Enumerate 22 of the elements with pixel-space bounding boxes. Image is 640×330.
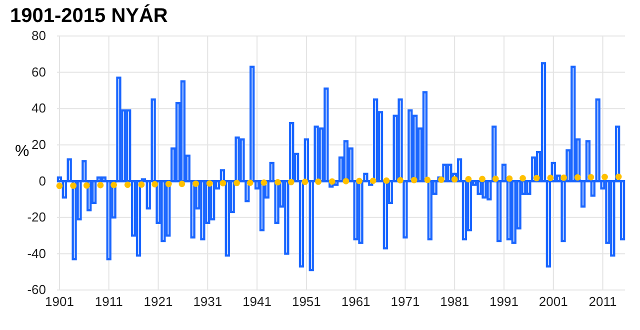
x-tick-label: 1991 bbox=[490, 294, 518, 310]
x-tick-label: 1941 bbox=[242, 294, 272, 310]
x-tick-label: 2001 bbox=[538, 294, 568, 310]
x-tick-label: 1961 bbox=[341, 294, 370, 310]
y-tick-label: 20 bbox=[32, 137, 46, 152]
x-tick-label: 1911 bbox=[94, 294, 123, 310]
y-tick-label: 60 bbox=[32, 64, 46, 80]
y-tick-label: 0 bbox=[38, 173, 46, 188]
y-tick-label: -40 bbox=[27, 246, 46, 261]
y-tick-label: -60 bbox=[27, 282, 46, 298]
x-tick-label: 1981 bbox=[440, 294, 470, 310]
x-tick-label: 1971 bbox=[390, 294, 420, 310]
y-axis-title: % bbox=[15, 143, 30, 160]
chart-title: 1901-2015 NYÁR bbox=[10, 4, 168, 27]
y-tick-label: 80 bbox=[32, 28, 46, 44]
x-tick-label: 1901 bbox=[45, 294, 74, 310]
x-tick-label: 1921 bbox=[144, 294, 173, 310]
x-tick-label: 1951 bbox=[292, 294, 321, 310]
x-tick-label: 2011 bbox=[588, 294, 617, 310]
y-tick-label: 40 bbox=[32, 100, 46, 116]
x-tick-label: 1931 bbox=[193, 294, 222, 310]
y-tick-label: -20 bbox=[27, 210, 46, 225]
